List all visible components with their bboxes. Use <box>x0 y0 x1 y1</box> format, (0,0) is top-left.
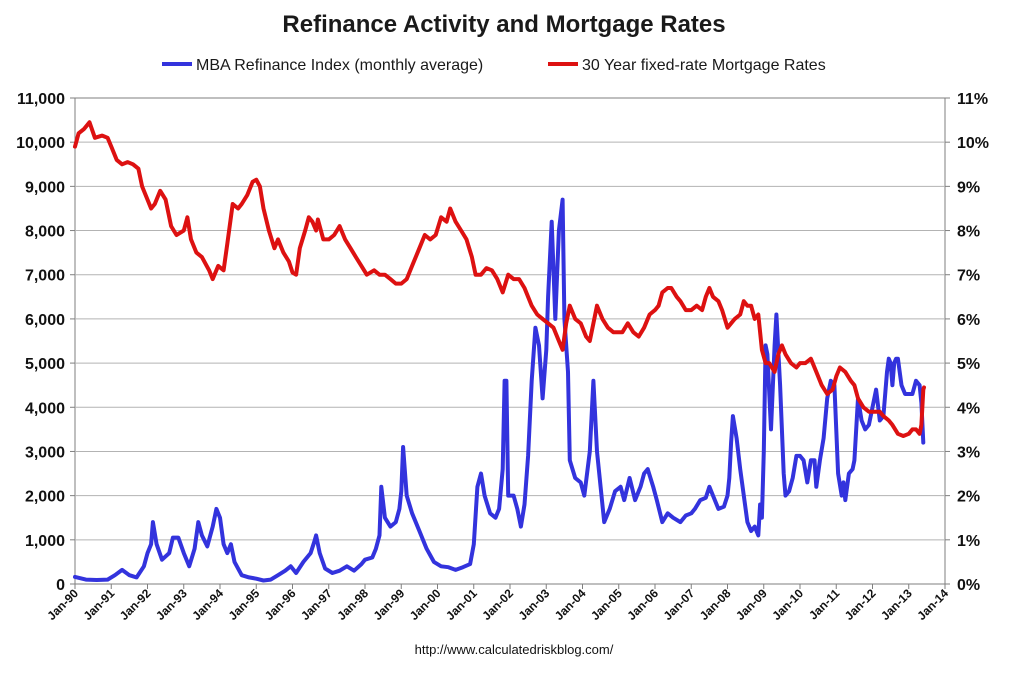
y-left-tick-label: 3,000 <box>25 444 65 461</box>
y-left-tick-label: 9,000 <box>25 179 65 196</box>
x-tick-label: Jan-98 <box>334 586 371 623</box>
x-tick-label: Jan-08 <box>697 586 734 623</box>
legend-label-mortgage-rate: 30 Year fixed-rate Mortgage Rates <box>582 57 826 74</box>
y-left-tick-label: 10,000 <box>16 135 65 152</box>
chart-title: Refinance Activity and Mortgage Rates <box>282 11 725 38</box>
x-tick-label: Jan-01 <box>443 586 480 623</box>
y-axis-right: 0% 1% 2% 3% 4% 5% 6% 7% 8% 9% 10% 11% <box>945 91 989 594</box>
x-tick-label: Jan-09 <box>733 586 770 623</box>
y-right-tick-label: 4% <box>957 400 980 417</box>
x-tick-label: Jan-91 <box>81 586 118 623</box>
y-right-tick-label: 1% <box>957 533 980 550</box>
y-right-tick-label: 7% <box>957 268 980 285</box>
x-tick-label: Jan-07 <box>661 586 698 623</box>
x-tick-label: Jan-06 <box>624 586 661 623</box>
x-tick-label: Jan-12 <box>842 586 879 623</box>
y-right-tick-label: 10% <box>957 135 989 152</box>
y-right-tick-label: 6% <box>957 312 980 329</box>
series-lines <box>73 120 926 583</box>
x-tick-label: Jan-13 <box>878 586 915 623</box>
x-tick-label: Jan-00 <box>407 586 444 623</box>
y-left-tick-label: 4,000 <box>25 400 65 417</box>
y-right-tick-label: 2% <box>957 489 980 506</box>
legend: MBA Refinance Index (monthly average) 30… <box>162 57 826 74</box>
x-tick-label: Jan-95 <box>226 586 263 623</box>
y-left-tick-label: 5,000 <box>25 356 65 373</box>
x-tick-label: Jan-11 <box>806 586 843 623</box>
x-tick-label: Jan-96 <box>262 586 299 623</box>
y-right-tick-label: 8% <box>957 224 980 241</box>
legend-label-refinance: MBA Refinance Index (monthly average) <box>196 57 483 74</box>
y-axis-left: 0 1,000 2,000 3,000 4,000 5,000 6,000 7,000 8,00… <box>16 91 75 594</box>
y-left-tick-label: 6,000 <box>25 312 65 329</box>
y-left-tick-label: 2,000 <box>25 489 65 506</box>
y-left-tick-label: 0 <box>56 577 65 594</box>
x-tick-label: Jan-02 <box>479 586 516 623</box>
plot-area <box>74 97 946 585</box>
x-tick-label: Jan-94 <box>189 586 226 623</box>
y-left-tick-label: 8,000 <box>25 224 65 241</box>
y-right-tick-label: 0% <box>957 577 980 594</box>
y-right-tick-label: 3% <box>957 444 980 461</box>
x-tick-label: Jan-03 <box>516 586 553 623</box>
series-line-mortgage-rate <box>73 120 926 438</box>
x-tick-label: Jan-93 <box>153 586 190 623</box>
y-right-tick-label: 5% <box>957 356 980 373</box>
x-tick-label: Jan-99 <box>371 586 408 623</box>
y-left-tick-label: 1,000 <box>25 533 65 550</box>
series-line-refinance-index <box>73 197 926 583</box>
x-tick-label: Jan-05 <box>588 586 625 623</box>
y-right-tick-label: 9% <box>957 179 980 196</box>
y-left-tick-label: 7,000 <box>25 268 65 285</box>
x-tick-label: Jan-92 <box>117 586 154 623</box>
y-left-tick-label: 11,000 <box>17 91 65 108</box>
source-url: http://www.calculatedriskblog.com/ <box>415 642 614 657</box>
x-axis: Jan-90 Jan-91 Jan-92 Jan-93 Jan-94 Jan-95 Jan-… <box>44 584 951 623</box>
x-tick-label: Jan-04 <box>552 586 589 623</box>
x-tick-label: Jan-97 <box>298 586 335 623</box>
x-tick-label: Jan-14 <box>914 586 951 623</box>
y-right-tick-label: 11% <box>957 91 988 108</box>
x-tick-label: Jan-10 <box>769 586 806 623</box>
